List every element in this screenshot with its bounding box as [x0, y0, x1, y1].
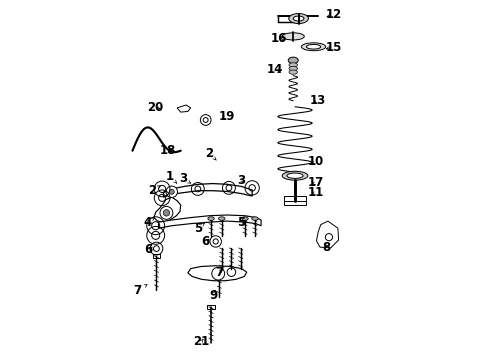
- Text: 7: 7: [215, 266, 223, 279]
- Ellipse shape: [293, 16, 304, 21]
- Text: 18: 18: [160, 144, 176, 157]
- Circle shape: [163, 210, 170, 216]
- Text: 21: 21: [193, 335, 210, 348]
- Ellipse shape: [301, 43, 326, 51]
- Text: 9: 9: [209, 288, 218, 302]
- Polygon shape: [188, 266, 247, 281]
- Text: 12: 12: [325, 9, 342, 22]
- Text: 1: 1: [166, 170, 177, 183]
- Ellipse shape: [289, 63, 297, 67]
- Bar: [153, 254, 160, 257]
- Text: 11: 11: [308, 186, 324, 199]
- Ellipse shape: [282, 33, 304, 40]
- Text: 20: 20: [147, 102, 163, 114]
- Text: 14: 14: [267, 63, 284, 76]
- Polygon shape: [154, 197, 181, 222]
- Text: 5: 5: [237, 216, 245, 229]
- Text: 8: 8: [322, 240, 331, 254]
- Text: 7: 7: [133, 284, 147, 297]
- Text: 2: 2: [205, 147, 216, 160]
- Polygon shape: [317, 221, 339, 248]
- Ellipse shape: [219, 217, 225, 220]
- Text: 19: 19: [218, 110, 235, 123]
- Text: 6: 6: [201, 235, 210, 248]
- Ellipse shape: [289, 14, 308, 23]
- Text: 3: 3: [179, 172, 191, 185]
- Ellipse shape: [282, 171, 308, 180]
- Text: 16: 16: [271, 32, 287, 45]
- Bar: [207, 305, 215, 309]
- Ellipse shape: [252, 217, 258, 220]
- Polygon shape: [164, 184, 252, 197]
- Text: 17: 17: [308, 176, 324, 189]
- Text: 6: 6: [145, 243, 153, 256]
- Polygon shape: [284, 196, 306, 205]
- Ellipse shape: [289, 66, 297, 71]
- Ellipse shape: [287, 173, 303, 179]
- Text: 10: 10: [308, 155, 324, 168]
- Text: 5: 5: [194, 222, 205, 235]
- Ellipse shape: [306, 44, 321, 49]
- Polygon shape: [177, 105, 191, 112]
- Text: 4: 4: [144, 216, 155, 229]
- Circle shape: [166, 186, 177, 198]
- Circle shape: [160, 206, 173, 219]
- Ellipse shape: [242, 217, 248, 220]
- Text: 2: 2: [148, 184, 160, 197]
- Ellipse shape: [289, 70, 297, 74]
- Text: 3: 3: [237, 174, 245, 186]
- Ellipse shape: [288, 57, 298, 64]
- Ellipse shape: [208, 217, 214, 220]
- Text: 13: 13: [310, 94, 326, 107]
- Text: 15: 15: [325, 41, 342, 54]
- Circle shape: [169, 189, 174, 194]
- Polygon shape: [159, 215, 261, 228]
